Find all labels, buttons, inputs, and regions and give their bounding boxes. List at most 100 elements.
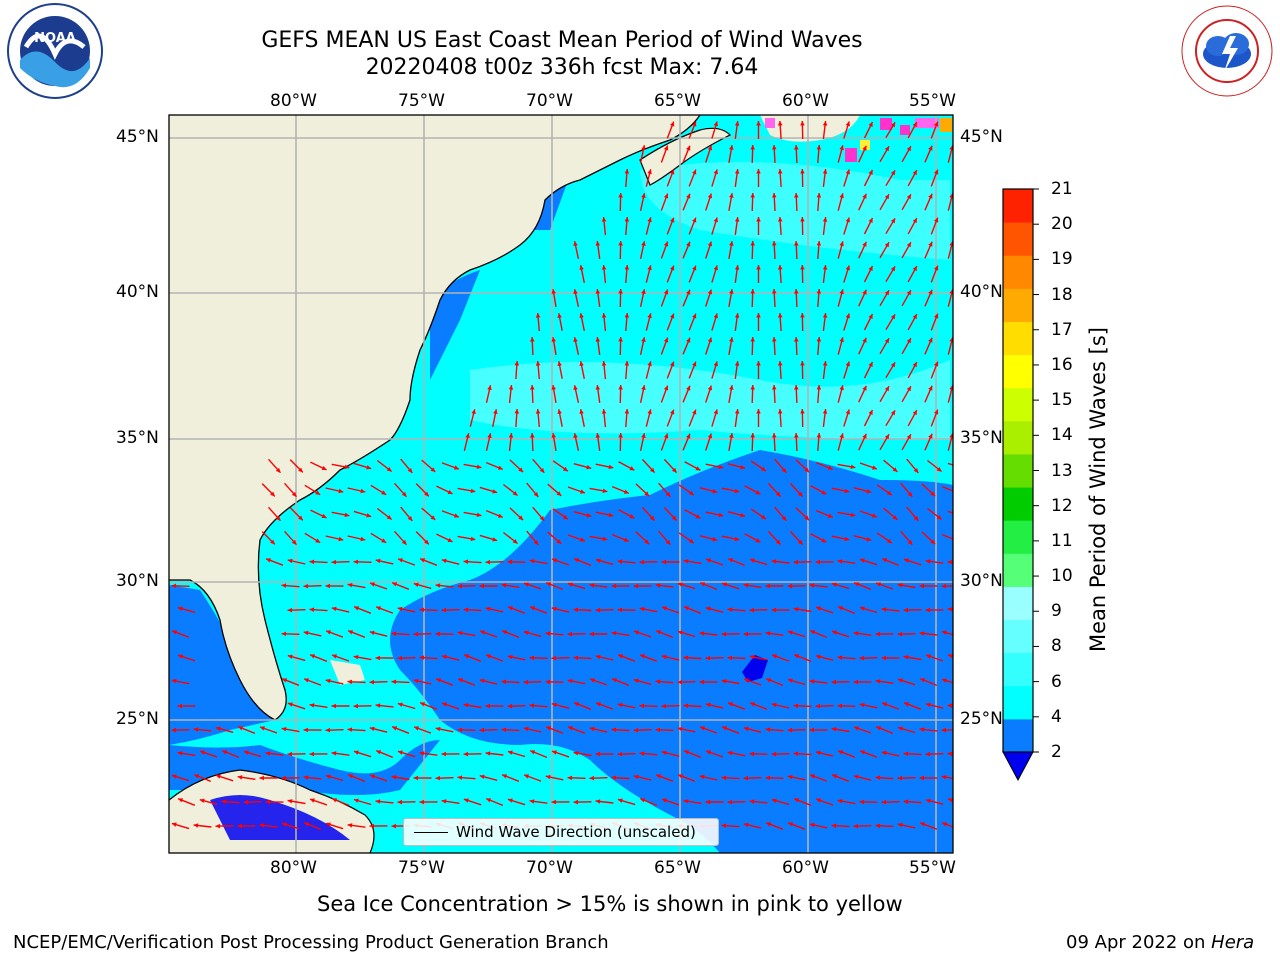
wind-wave-arrowhead <box>750 385 755 390</box>
wind-wave-arrowhead <box>523 679 528 685</box>
wind-wave-arrowhead <box>413 775 418 781</box>
wind-wave-arrowhead <box>386 515 392 520</box>
wind-wave-arrowhead <box>729 385 734 390</box>
wind-wave-arrowhead <box>608 464 614 470</box>
wind-wave-arrowhead <box>860 750 865 755</box>
wind-wave-arrowhead <box>347 679 352 685</box>
map-frame <box>168 114 954 854</box>
wind-wave-arrowhead <box>413 678 419 684</box>
wind-wave-arrowhead <box>430 515 436 520</box>
wind-wave-arrowhead <box>947 751 953 757</box>
sea-ice-patch <box>940 118 952 132</box>
wind-wave-arrowhead <box>194 774 200 779</box>
wind-wave-arrowhead <box>663 145 669 151</box>
land-cuba-inner <box>210 795 350 840</box>
wind-wave-arrowhead <box>750 702 756 707</box>
wind-wave-arrowhead <box>707 337 713 343</box>
wind-wave-arrowhead <box>595 337 601 342</box>
wind-wave-arrow <box>955 217 959 235</box>
wind-wave-arrowhead <box>485 606 491 612</box>
wind-wave-arrowhead <box>903 558 909 563</box>
lon-label-top: 65°W <box>654 91 701 111</box>
wind-wave-arrowhead <box>705 702 711 708</box>
wind-wave-arrowhead <box>948 798 953 803</box>
wind-wave-arrowhead <box>471 409 476 415</box>
wind-wave-arrowhead <box>419 607 424 613</box>
wind-wave-arrowhead <box>906 146 911 152</box>
wind-wave-arrowhead <box>794 289 799 294</box>
wind-wave-arrowhead <box>692 121 697 127</box>
wind-wave-arrowhead <box>557 313 562 318</box>
colorbar-segment <box>1003 387 1033 422</box>
wind-wave-arrowhead <box>640 798 646 803</box>
wind-wave-arrowhead <box>602 488 608 493</box>
wind-wave-arrowhead <box>177 703 182 709</box>
wind-wave-arrowhead <box>816 289 822 294</box>
wind-wave-arrowhead <box>369 726 375 732</box>
wind-wave-arrowhead <box>315 538 321 543</box>
wind-wave-arrowhead <box>551 433 556 438</box>
wind-wave-arrowhead <box>912 314 917 320</box>
wind-wave-arrowhead <box>629 466 635 471</box>
wind-wave-arrowhead <box>644 539 650 545</box>
wind-wave-arrowhead <box>892 515 898 520</box>
wind-wave-arrowhead <box>892 467 898 472</box>
wind-wave-arrowhead <box>618 193 623 198</box>
wind-wave-arrowhead <box>640 654 646 659</box>
wind-wave-arrowhead <box>237 823 242 829</box>
wind-wave-arrowhead <box>822 313 828 318</box>
wind-wave-arrowhead <box>800 409 805 414</box>
wind-wave-arrowhead <box>903 751 909 757</box>
wind-wave-arrowhead <box>686 145 691 151</box>
wind-wave-arrowhead <box>595 607 600 613</box>
colorbar-tick-label: 15 <box>1051 390 1073 411</box>
wind-wave-arrowhead <box>177 751 183 756</box>
wind-wave-arrowhead <box>435 631 440 637</box>
wind-wave-arrowhead <box>771 559 777 564</box>
ocean-low-field-ne <box>430 270 480 380</box>
wind-wave-arrowhead <box>884 290 889 296</box>
wind-wave-arrowhead <box>641 145 646 150</box>
wind-wave-arrowhead <box>401 539 407 545</box>
legend-label: Wind Wave Direction (unscaled) <box>456 823 696 841</box>
wind-wave-arrowhead <box>845 121 850 127</box>
wind-wave-arrowhead <box>514 361 520 366</box>
wind-wave-arrowhead <box>884 338 889 344</box>
wind-wave-arrowhead <box>876 726 882 731</box>
wind-wave-arrowhead <box>420 558 426 563</box>
wind-wave-arrowhead <box>397 655 402 661</box>
wind-wave-arrowhead <box>868 362 873 367</box>
wind-wave-arrowhead <box>831 679 836 685</box>
wind-wave-arrowhead <box>370 582 375 587</box>
wind-wave-arrowhead <box>882 702 887 707</box>
wind-wave-arrowhead <box>325 678 331 684</box>
wind-wave-arrowhead <box>215 774 221 779</box>
wind-wave-arrowhead <box>692 169 697 175</box>
wind-wave-arrowhead <box>508 433 514 438</box>
wind-wave-arrow <box>947 510 953 514</box>
wind-wave-arrowhead <box>309 751 314 757</box>
wind-wave-arrowhead <box>647 217 652 223</box>
wind-wave-arrowhead <box>777 361 783 366</box>
wind-wave-arrowhead <box>420 702 426 707</box>
wind-wave-arrowhead <box>171 822 177 827</box>
wind-wave-arrowhead <box>955 217 960 222</box>
noaa-logo-text: NOAA <box>34 31 76 46</box>
wind-wave-arrowhead <box>906 434 911 440</box>
wind-wave-arrowhead <box>649 515 655 521</box>
wind-wave-arrowhead <box>353 798 359 803</box>
wind-wave-arrowhead <box>624 409 630 414</box>
wind-wave-arrowhead <box>618 433 623 438</box>
wind-wave-arrowhead <box>875 775 881 780</box>
wind-wave-arrowhead <box>810 630 816 635</box>
wind-wave-arrowhead <box>718 512 724 518</box>
wind-wave-arrowhead <box>721 775 727 781</box>
wind-wave-arrowhead <box>800 217 805 222</box>
wind-wave-arrowhead <box>617 702 623 708</box>
wind-wave-arrowhead <box>941 727 946 733</box>
wind-wave-arrow <box>955 409 959 427</box>
wind-wave-arrowhead <box>282 678 288 683</box>
wind-wave-arrowhead <box>556 491 562 496</box>
sea-ice-patch <box>900 125 910 135</box>
wind-wave-arrowhead <box>749 654 755 660</box>
